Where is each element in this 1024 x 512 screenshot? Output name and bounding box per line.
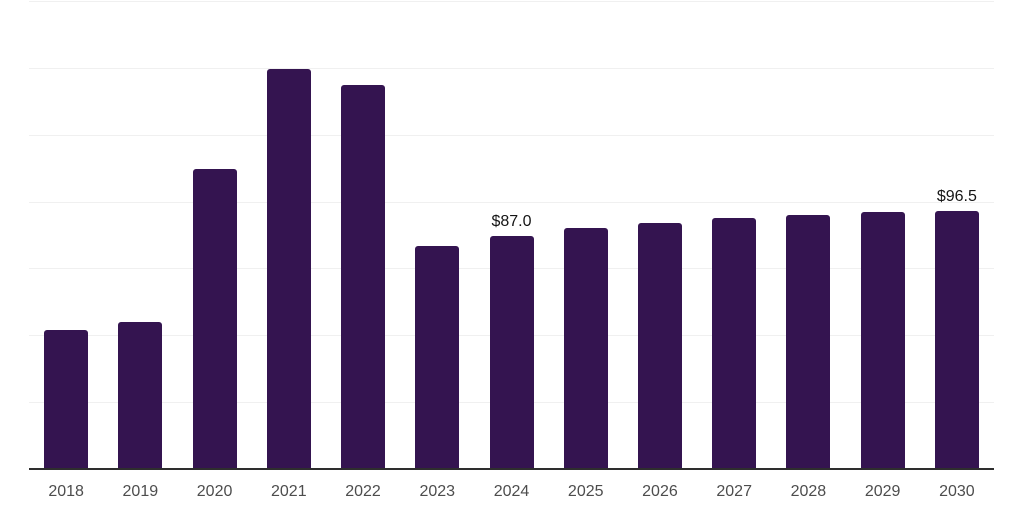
data-label-2024: $87.0 (491, 213, 532, 231)
x-axis-label-2029: 2029 (864, 483, 901, 500)
bar-2020 (192, 169, 237, 469)
gridline-100 (29, 201, 994, 203)
x-axis-label-2028: 2028 (790, 483, 827, 500)
x-axis-label-2027: 2027 (716, 483, 752, 500)
x-axis-line (29, 468, 994, 470)
bar-2022 (341, 85, 386, 469)
x-axis-label-2019: 2019 (122, 483, 159, 500)
x-axis-label-2026: 2026 (642, 483, 678, 500)
data-label-2030: $96.5 (936, 187, 977, 205)
bar-2029 (860, 212, 905, 469)
bar-2028 (786, 214, 831, 469)
bar-2027 (712, 217, 757, 469)
gridline-125 (29, 134, 994, 136)
bar-2019 (118, 321, 163, 469)
x-axis-label-2020: 2020 (196, 483, 233, 500)
x-axis-label-2021: 2021 (271, 483, 307, 500)
x-axis-label-2024: 2024 (493, 483, 530, 500)
gridline-175 (29, 1, 994, 2)
bar-2026 (637, 222, 682, 469)
bar-2024 (489, 236, 534, 469)
x-axis-label-2022: 2022 (345, 483, 381, 500)
bar-2030 (934, 210, 979, 469)
x-axis-label-2018: 2018 (48, 483, 84, 500)
x-axis-label-2023: 2023 (419, 483, 456, 500)
gridline-150 (29, 67, 994, 69)
bar-2021 (266, 69, 311, 469)
x-axis-label-2030: 2030 (939, 483, 975, 500)
bar-2025 (563, 228, 608, 469)
bar-2018 (44, 329, 89, 469)
bar-2023 (415, 245, 460, 469)
x-axis-label-2025: 2025 (567, 483, 604, 500)
